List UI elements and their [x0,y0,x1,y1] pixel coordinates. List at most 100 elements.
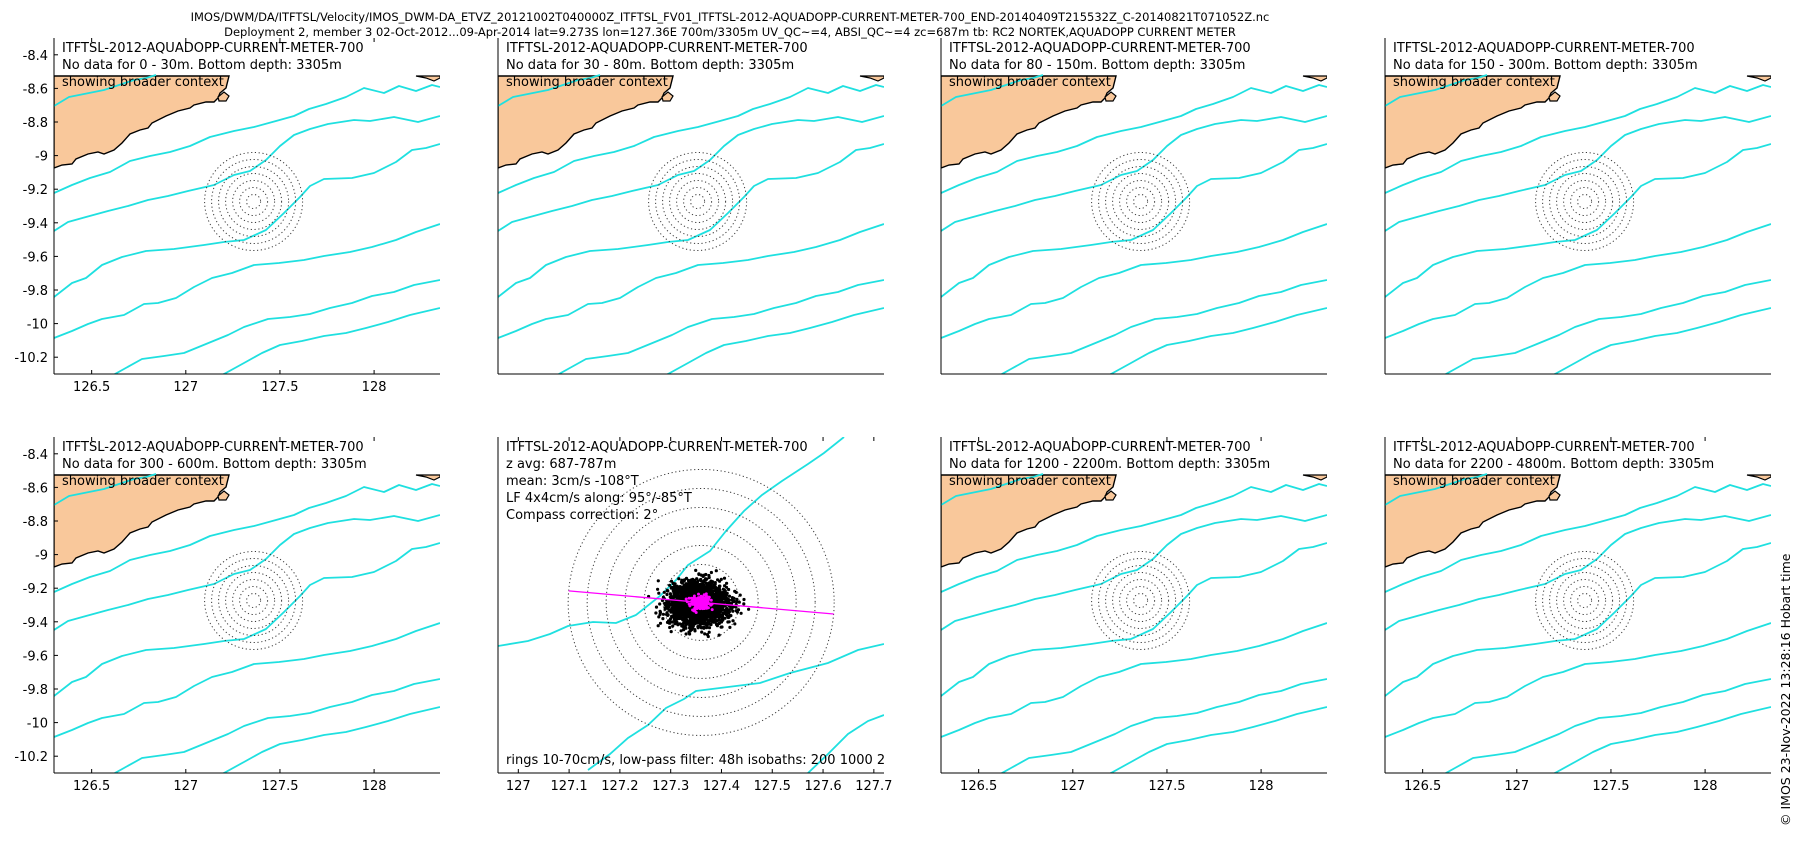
lowpass-point [700,602,704,606]
lowpass-point [695,606,699,610]
velocity-point [668,620,672,624]
principal-axis-line [568,590,834,615]
velocity-point [718,588,722,592]
velocity-point [693,578,697,582]
velocity-point [666,613,670,617]
ring-50cm-s [605,506,797,698]
velocity-point [725,601,730,605]
lowpass-point [697,602,701,606]
panel-info-line: z avg: 687-787m [506,457,616,472]
velocity-point [696,617,700,621]
x-tick-label: 127.5 [1148,779,1185,794]
velocity-point [726,615,730,620]
x-tick-label: 126.5 [960,779,997,794]
panel-30-80m: ITFTSL-2012-AQUADOPP-CURRENT-METER-700 No… [497,38,884,375]
velocity-point [688,629,692,633]
velocity-point [669,630,673,634]
panel-info-line: showing broader context [949,474,1111,489]
velocity-point [739,611,743,615]
velocity-point [663,606,667,610]
velocity-point [685,603,689,607]
velocity-point [683,609,687,613]
lowpass-point [689,596,693,600]
x-tick-label: 127.7 [855,779,892,794]
isobath-5000 [807,714,884,773]
velocity-point [728,625,732,629]
rings-note: rings 10-70cm/s, low-pass filter: 48h is… [506,753,997,768]
y-tick-label: -9.6 [23,250,48,265]
x-tick-label: 128 [1249,779,1274,794]
velocity-point [688,623,692,627]
velocity-point [683,584,687,588]
velocity-point [707,626,712,630]
velocity-point [699,615,703,620]
velocity-point [727,594,732,598]
panel-info-line: No data for 80 - 150m. Bottom depth: 330… [949,58,1245,73]
velocity-point [668,595,672,599]
velocity-point [742,602,746,606]
lowpass-point [702,593,706,597]
velocity-point [724,585,729,589]
velocity-point [668,592,672,596]
velocity-point [687,584,691,588]
velocity-point [658,621,663,625]
velocity-point [723,612,728,616]
velocity-point [677,577,681,581]
y-tick-label: -8.8 [23,116,48,131]
velocity-point [729,614,733,618]
velocity-point [709,612,714,616]
velocity-point [716,593,720,597]
panel-title: ITFTSL-2012-AQUADOPP-CURRENT-METER-700 [949,41,1251,56]
lowpass-point [705,606,709,609]
velocity-point [715,619,719,623]
ring-40cm-s [624,525,778,679]
velocity-point [747,607,751,611]
velocity-point [657,591,661,595]
isobath-2000 [498,437,845,647]
velocity-point [679,629,683,633]
velocity-point [718,584,722,588]
velocity-point [710,592,714,596]
velocity-point [723,608,727,612]
velocity-point [700,622,704,626]
velocity-point [715,622,719,626]
panel-600-1200m: rings 10-70cm/s, low-pass filter: 48h is… [497,437,997,794]
panel-info-line: showing broader context [506,75,668,90]
lowpass-point [699,599,702,603]
velocity-point [694,568,698,572]
velocity-point [713,581,717,585]
velocity-point [663,601,667,605]
x-tick-label: 127 [506,779,531,794]
velocity-point [671,624,675,628]
velocity-point [715,596,719,600]
velocity-point [688,615,692,619]
velocity-point [706,588,710,592]
velocity-point [734,609,738,613]
velocity-point [668,625,672,630]
plot-area [54,473,440,773]
velocity-point [709,570,713,575]
lowpass-point [710,608,714,612]
y-tick-label: -8.6 [23,82,48,97]
lowpass-point [684,597,688,601]
velocity-point [661,595,665,599]
velocity-point [676,593,680,597]
file-title: IMOS/DWM/DA/ITFTSL/Velocity/IMOS_DWM-DA_… [190,10,1270,24]
velocity-point [661,612,665,616]
velocity-point [673,594,678,599]
lowpass-point [695,597,699,601]
y-tick-label: -9.2 [23,582,48,597]
panel-title: ITFTSL-2012-AQUADOPP-CURRENT-METER-700 [62,41,364,56]
panel-info-line: showing broader context [62,474,224,489]
plot-area [941,74,1327,374]
velocity-point [681,613,685,617]
x-tick-label: 127 [173,779,198,794]
velocity-point [735,600,739,604]
panel-title: ITFTSL-2012-AQUADOPP-CURRENT-METER-700 [1393,440,1695,455]
velocity-point [690,626,695,630]
velocity-point [692,589,696,593]
velocity-point [689,612,693,616]
velocity-point [673,608,677,612]
velocity-point [679,593,683,597]
velocity-point [668,602,672,606]
